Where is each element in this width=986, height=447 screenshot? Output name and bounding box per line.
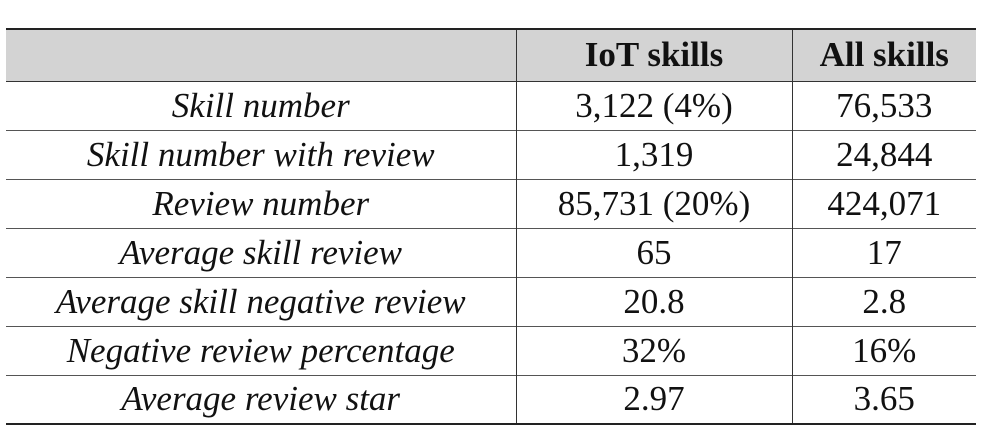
table-row: Skill number with review 1,319 24,844 xyxy=(6,129,976,179)
iot-value: 65 xyxy=(516,227,793,277)
table-row: Average review star 2.97 3.65 xyxy=(6,374,976,425)
iot-value: 20.8 xyxy=(516,276,793,326)
all-value: 17 xyxy=(792,227,976,277)
iot-value: 3,122 (4%) xyxy=(516,80,793,130)
row-label: Review number xyxy=(6,178,517,228)
all-value: 2.8 xyxy=(792,276,976,326)
comparison-table-container: IoT skills All skills Skill number 3,122… xyxy=(6,28,976,425)
iot-value: 2.97 xyxy=(516,374,793,425)
row-label: Average skill review xyxy=(6,227,517,277)
iot-value: 32% xyxy=(516,325,793,375)
all-value: 3.65 xyxy=(792,374,976,425)
table-row: Negative review percentage 32% 16% xyxy=(6,325,976,375)
iot-value: 1,319 xyxy=(516,129,793,179)
header-cell-iot-skills: IoT skills xyxy=(516,28,793,82)
row-label: Average skill negative review xyxy=(6,276,517,326)
row-label: Average review star xyxy=(6,374,517,425)
all-value: 24,844 xyxy=(792,129,976,179)
all-value: 424,071 xyxy=(792,178,976,228)
all-value: 76,533 xyxy=(792,80,976,130)
header-cell-empty xyxy=(6,28,517,82)
row-label: Skill number with review xyxy=(6,129,517,179)
skills-comparison-table: IoT skills All skills Skill number 3,122… xyxy=(6,28,976,425)
table-header-row: IoT skills All skills xyxy=(6,28,976,82)
table-row: Review number 85,731 (20%) 424,071 xyxy=(6,178,976,228)
header-cell-all-skills: All skills xyxy=(792,28,976,82)
table-row: Average skill negative review 20.8 2.8 xyxy=(6,276,976,326)
table-row: Skill number 3,122 (4%) 76,533 xyxy=(6,80,976,130)
row-label: Skill number xyxy=(6,80,517,130)
iot-value: 85,731 (20%) xyxy=(516,178,793,228)
all-value: 16% xyxy=(792,325,976,375)
table-row: Average skill review 65 17 xyxy=(6,227,976,277)
row-label: Negative review percentage xyxy=(6,325,517,375)
